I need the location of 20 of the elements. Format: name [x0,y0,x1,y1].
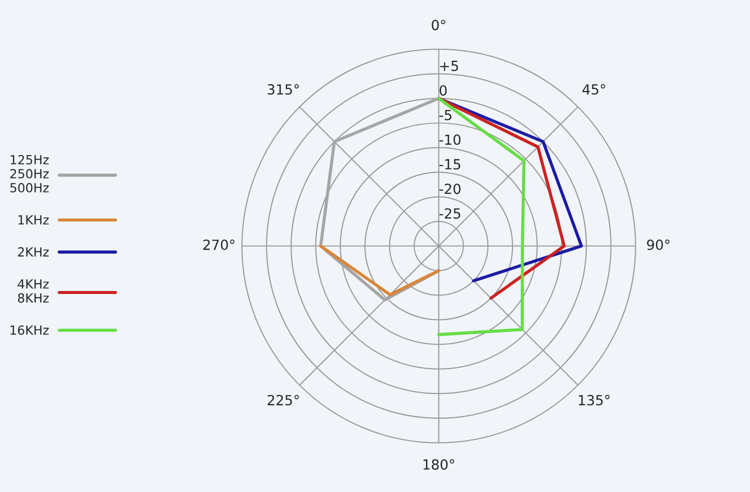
y-tick-label: -15 [439,159,460,170]
spoke-label: 225° [268,394,299,406]
legend-label: 2KHz [18,247,49,256]
spoke-label: 0° [432,20,446,30]
spoke-label: 135° [578,394,610,406]
spoke-label: 45° [582,84,606,95]
y-tick-label: +5 [440,60,458,72]
legend-label: 1KHz [18,215,49,224]
spoke-label: 180° [424,459,454,470]
y-tick-label: -10 [439,134,461,145]
legend-label: 4KHz 8KHz [18,279,49,303]
y-tick-label: 0 [440,85,447,96]
spoke-label: 270° [203,240,234,250]
y-tick-label: -5 [439,110,452,120]
y-tick-label: -20 [439,184,461,194]
legend-label: 125Hz 250Hz 500Hz [10,154,49,192]
spoke-label: 315° [268,84,299,95]
legend-label: 16KHz [10,325,49,335]
y-tick-label: -25 [439,208,460,219]
spoke-label: 90° [647,240,670,250]
